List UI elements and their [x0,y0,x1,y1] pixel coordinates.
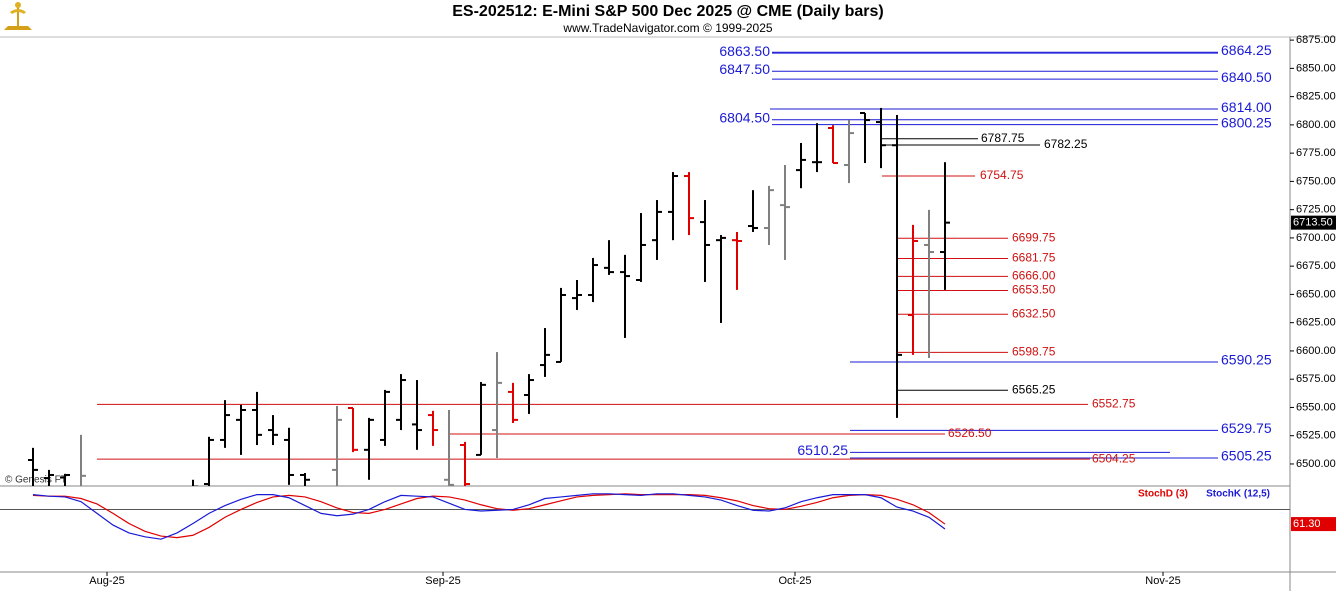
chart-title: ES-202512: E-Mini S&P 500 Dec 2025 @ CME… [452,3,884,20]
watermark: © Genesis FT [5,475,67,486]
level-label: 6754.75 [980,168,1024,182]
indicator-tag [1291,517,1336,532]
y-tick-label: 6750.00 [1296,175,1336,187]
level-label: 6598.75 [1012,345,1056,359]
indicator-line [32,493,946,540]
y-tick-label: 6875.00 [1296,34,1336,46]
level-label: 6510.25 [797,442,848,458]
axes: 6500.00 6525.00 6550.00 6575.00 6600.00 6625.… [89,34,1336,587]
y-tick-label: 6550.00 [1296,401,1336,413]
legend-entry: StochK (12,5) [1206,489,1270,500]
y-tick-label: 6850.00 [1296,62,1336,74]
y-tick-label: 6675.00 [1296,260,1336,272]
y-tick-label: 6725.00 [1296,204,1336,216]
level-label: 6800.25 [1221,114,1272,130]
level-label: 6552.75 [1092,397,1136,411]
logo [4,2,32,30]
level-label: 6590.25 [1221,352,1272,368]
y-tick-label: 6575.00 [1296,373,1336,385]
level-label: 6699.75 [1012,230,1056,244]
y-tick-label: 6625.00 [1296,317,1336,329]
x-tick-label: Oct-25 [778,575,811,587]
y-tick-label: 6825.00 [1296,91,1336,103]
level-label: 6863.50 [719,43,770,59]
x-tick-label: Nov-25 [1145,575,1180,587]
level-label: 6787.75 [981,131,1025,145]
level-label: 6565.25 [1012,382,1056,396]
level-label: 6666.00 [1012,269,1056,283]
level-label: 6840.50 [1221,69,1272,85]
y-tick-label: 6500.00 [1296,458,1336,470]
level-label: 6632.50 [1012,306,1056,320]
level-label: 6681.75 [1012,251,1056,265]
level-label: 6814.00 [1221,99,1272,115]
chart-subtitle: www.TradeNavigator.com © 1999-2025 [562,21,772,35]
indicator-line [32,493,946,539]
last-price-label: 6713.50 [1293,217,1333,229]
level-label: 6526.50 [948,426,992,440]
indicator-tag-label: 61.30 [1293,518,1321,530]
level-label: 6504.25 [1092,451,1136,465]
y-tick-label: 6700.00 [1296,232,1336,244]
level-label: 6653.50 [1012,283,1056,297]
indicator-panel [0,493,1290,540]
x-tick-label: Sep-25 [425,575,460,587]
y-tick-label: 6650.00 [1296,288,1336,300]
y-tick-label: 6600.00 [1296,345,1336,357]
legend-entry: StochD (3) [1138,489,1188,500]
level-label: 6505.25 [1221,448,1272,464]
price-panel [28,51,1218,486]
level-label: 6864.25 [1221,42,1272,58]
last-price-tag [1291,215,1336,230]
level-label: 6782.25 [1044,137,1088,151]
y-tick-label: 6525.00 [1296,430,1336,442]
x-tick-label: Aug-25 [89,575,124,587]
level-label: 6847.50 [719,61,770,77]
level-label: 6804.50 [719,109,770,125]
y-tick-label: 6800.00 [1296,119,1336,131]
y-tick-label: 6775.00 [1296,147,1336,159]
level-label: 6529.75 [1221,420,1272,436]
